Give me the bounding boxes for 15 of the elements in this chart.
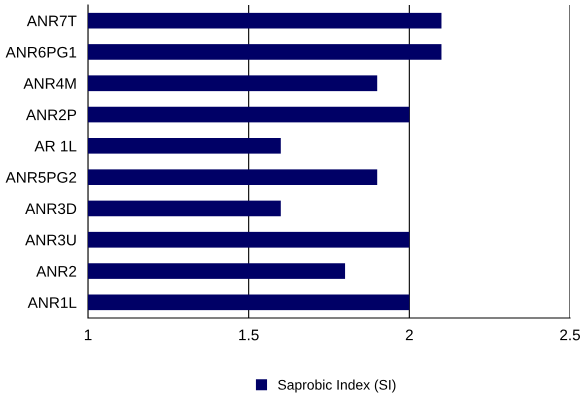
y-tick-label: ANR3D [25, 203, 76, 214]
y-tick-label: ANR2P [26, 109, 76, 120]
y-tick-label: ANR4M [23, 78, 76, 89]
x-tick-label: 2.5 [560, 330, 580, 340]
y-tick-label: ANR6PG1 [6, 46, 76, 58]
y-tick-label: ANR7T [26, 16, 77, 26]
y-tick-label: ANR2 [36, 266, 76, 277]
x-tick-label: 2 [406, 330, 413, 340]
x-tick-label: 1.5 [239, 330, 259, 340]
y-tick-label: ANR5PG2 [6, 172, 76, 183]
y-tick-label: AR 1L [34, 140, 76, 152]
y-tick-label: ANR3U [25, 234, 76, 246]
y-tick-label: ANR1L [28, 297, 76, 308]
x-tick-label: 1 [84, 330, 92, 340]
legend-label: Saprobic Index (SI) [278, 380, 396, 392]
